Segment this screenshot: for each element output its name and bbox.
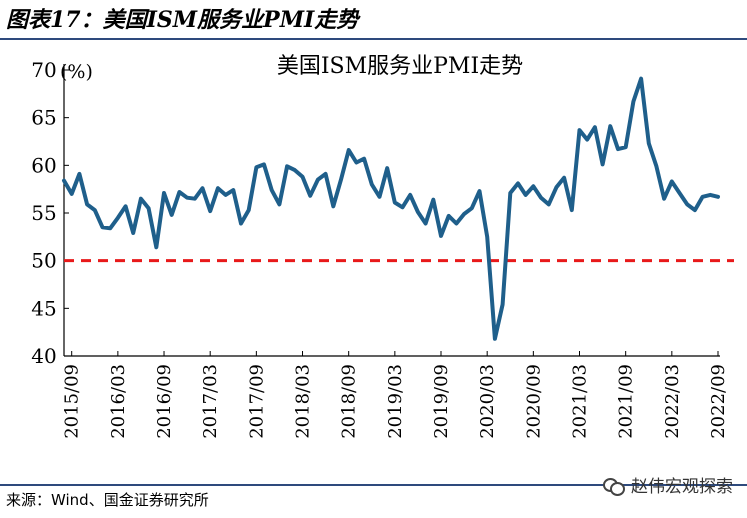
y-tick-label: 60	[31, 153, 56, 177]
x-tick-label: 2015/09	[62, 364, 83, 439]
source-note: 来源：Wind、国金证券研究所	[6, 491, 209, 509]
x-tick-label: 2022/09	[708, 364, 729, 439]
x-tick-label: 2019/03	[385, 364, 406, 439]
pmi-line-chart: 美国ISM服务业PMI走势 (%) 40 45 50 55 60 65 70 2015/09 2…	[31, 54, 734, 439]
bottom-rule	[0, 484, 747, 486]
y-tick-label: 45	[31, 296, 56, 320]
x-tick-label: 2020/09	[523, 364, 544, 439]
x-tick-label: 2016/09	[154, 364, 175, 439]
x-tick-label: 2017/03	[200, 364, 221, 439]
y-tick-label: 40	[31, 344, 56, 368]
x-tick-label: 2021/09	[616, 364, 637, 439]
x-tick-label: 2018/09	[339, 364, 360, 439]
y-tick-label: 55	[31, 201, 56, 225]
x-tick-label: 2019/09	[431, 364, 452, 439]
top-rule	[0, 38, 747, 40]
x-tick-label: 2022/03	[662, 364, 683, 439]
x-tick-label: 2017/09	[246, 364, 267, 439]
x-tick-label: 2016/03	[108, 364, 129, 439]
watermark: 赵伟宏观探索	[603, 472, 733, 497]
y-tick-label: 70	[31, 58, 56, 82]
y-tick-label: 65	[31, 106, 56, 130]
x-tick-label: 2018/03	[293, 364, 314, 439]
figure-title: 图表17：美国ISM服务业PMI走势	[6, 7, 359, 33]
chart-title: 美国ISM服务业PMI走势	[277, 54, 523, 79]
pmi-series-line	[62, 76, 720, 341]
wechat-icon	[603, 476, 625, 496]
watermark-text: 赵伟宏观探索	[631, 477, 733, 497]
x-tick-label: 2020/03	[477, 364, 498, 439]
x-tick-label: 2021/03	[570, 364, 591, 439]
y-tick-label: 50	[31, 249, 56, 273]
y-axis-unit: (%)	[60, 61, 93, 83]
